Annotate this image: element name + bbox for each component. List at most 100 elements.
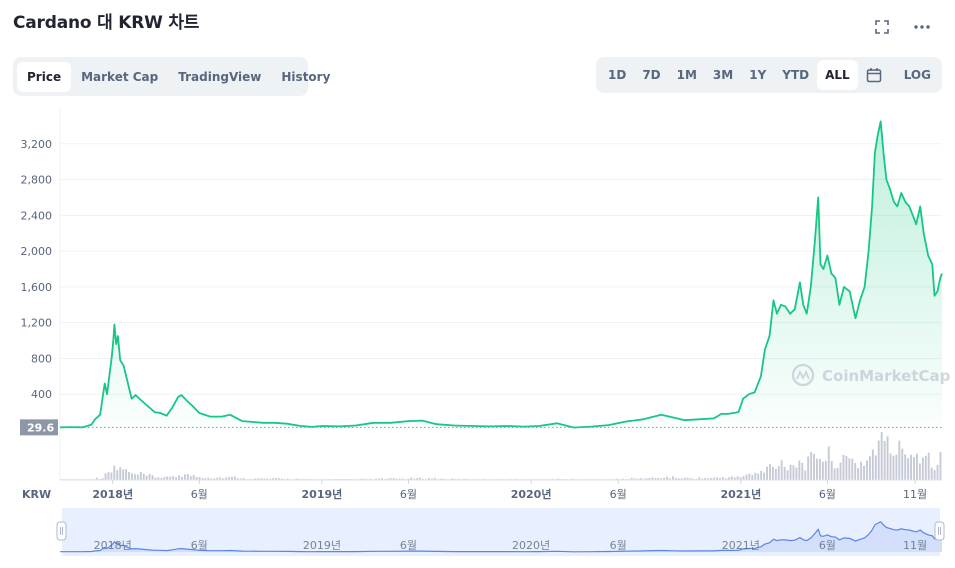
volume-bar [795, 467, 798, 480]
volume-bar [128, 471, 130, 480]
x-tick-label: 2019년 [302, 487, 343, 501]
baseline-value-label: 29.6 [20, 419, 58, 436]
navigator-tick-label: 6월 [819, 539, 836, 552]
tab-price[interactable]: Price [17, 61, 72, 92]
range-1d-button[interactable]: 1D [608, 68, 627, 82]
volume-bar [757, 473, 760, 480]
y-tick-label: 1,200 [21, 317, 53, 330]
volume-bar [710, 478, 713, 480]
range-1y-button[interactable]: 1Y [749, 68, 767, 82]
volume-bar [239, 478, 242, 480]
chart-type-tabs: Price Market Cap TradingView History [13, 57, 330, 96]
volume-bar [142, 473, 145, 480]
fullscreen-icon[interactable] [871, 16, 893, 38]
navigator-tick-label: 2020년 [512, 539, 550, 552]
volume-bar [683, 477, 686, 480]
tab-tradingview[interactable]: TradingView [178, 69, 262, 84]
volume-bar [136, 474, 139, 480]
tab-market-cap[interactable]: Market Cap [81, 69, 159, 84]
volume-bar [921, 457, 924, 480]
more-options-icon[interactable] [911, 16, 933, 38]
volume-bar [272, 478, 275, 480]
y-tick-label: 1,600 [21, 281, 53, 294]
volume-bar [892, 455, 895, 480]
volume-bar [707, 478, 710, 480]
volume-bar [427, 477, 430, 480]
volume-bar [686, 477, 689, 480]
volume-bar [389, 478, 392, 480]
navigator-right-handle[interactable] [934, 521, 945, 541]
volume-bar [636, 478, 639, 480]
log-scale-button[interactable]: LOG [903, 68, 931, 82]
x-tick-label: 6월 [191, 488, 208, 501]
volume-bar [198, 477, 201, 480]
price-chart[interactable]: 400 800 1,200 1,600 2,000 2,400 2,800 3,200 29.… [0, 100, 955, 568]
volume-bar [186, 474, 189, 480]
volume-bar [857, 468, 860, 480]
volume-bar [848, 458, 851, 480]
calendar-icon[interactable] [858, 60, 890, 90]
volume-bar [880, 432, 883, 480]
price-line [59, 120, 943, 429]
volume-bar [439, 478, 442, 480]
volume-bar [572, 478, 574, 480]
volume-bar [219, 477, 222, 480]
volume-bar [854, 462, 857, 480]
volume-bar [663, 477, 666, 480]
volume-bar [169, 476, 172, 480]
volume-bar [301, 478, 304, 480]
volume-bar [657, 477, 660, 480]
volume-bar [713, 477, 716, 480]
navigator-tick-label: 6월 [400, 539, 417, 552]
volume-bar [924, 455, 927, 480]
volume-bar [266, 478, 269, 480]
volume-bar [698, 477, 701, 480]
volume-bar [178, 475, 180, 480]
range-7d-button[interactable]: 7D [642, 68, 661, 82]
volume-bar [868, 456, 871, 480]
tab-history[interactable]: History [281, 69, 331, 84]
volume-bar [269, 478, 272, 480]
volume-bar [721, 477, 724, 480]
volume-bar [886, 436, 889, 480]
volume-bar [139, 471, 142, 480]
volume-bar [771, 466, 774, 480]
volume-bar [442, 478, 445, 480]
volume-bar [674, 477, 677, 480]
volume-bar [295, 478, 298, 480]
volume-bar [230, 476, 233, 480]
volume-bar [204, 478, 207, 480]
x-tick-label: 2018년 [92, 487, 133, 501]
range-navigator[interactable]: 2018년 6월 2019년 6월 2020년 6월 2021년 6월 11월 [56, 508, 945, 556]
volume-bar [719, 478, 721, 480]
volume-bar [113, 465, 116, 480]
volume-bar [866, 460, 868, 480]
volume-bar [275, 478, 277, 480]
range-all-button[interactable]: ALL [817, 60, 858, 90]
navigator-tick-label: 2018년 [94, 539, 132, 552]
volume-bar [689, 478, 692, 480]
volume-bar [307, 478, 310, 480]
volume-bar [883, 440, 886, 480]
volume-bar [704, 477, 707, 480]
volume-bar [286, 478, 289, 480]
y-tick-label: 2,800 [21, 174, 53, 187]
volume-bar [154, 477, 157, 480]
navigator-left-handle[interactable] [56, 521, 67, 541]
volume-bar [257, 478, 260, 480]
range-1m-button[interactable]: 1M [676, 68, 697, 82]
grid-lines [59, 108, 942, 480]
navigator-area [60, 521, 942, 552]
volume-bar [422, 478, 424, 480]
volume-bar [254, 478, 257, 480]
volume-bar [895, 454, 898, 480]
range-ytd-button[interactable]: YTD [782, 68, 810, 82]
volume-bar [907, 458, 910, 480]
volume-bar [398, 478, 401, 480]
volume-bar [792, 465, 795, 480]
volume-bar [125, 469, 128, 480]
volume-bar [360, 478, 363, 480]
range-3m-button[interactable]: 3M [712, 68, 734, 82]
volume-bar [151, 475, 154, 480]
volume-bar [466, 478, 469, 480]
